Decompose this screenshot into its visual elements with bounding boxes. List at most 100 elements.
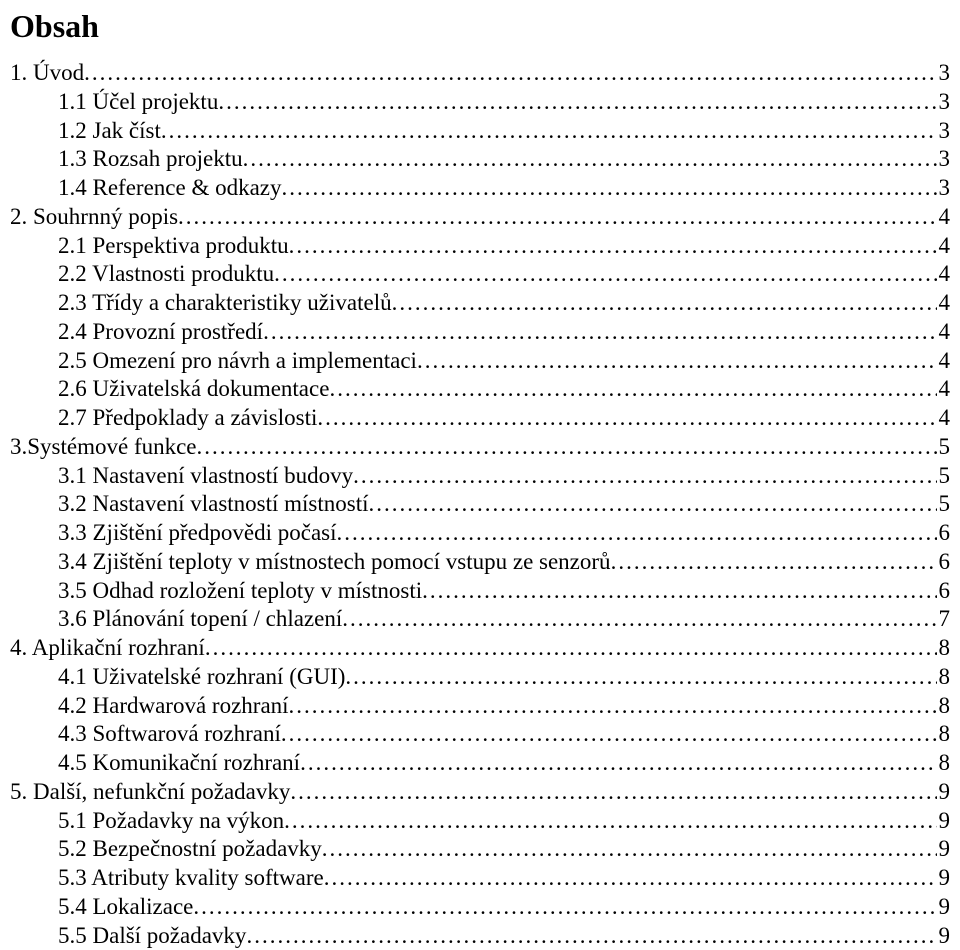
toc-entry: 2.2 Vlastnosti produktu 4: [10, 260, 950, 289]
toc-entry-label: 2.5 Omezení pro návrh a implementaci: [58, 347, 417, 376]
toc-leader-dots: [243, 145, 937, 174]
toc-entry: 2.1 Perspektiva produktu 4: [10, 232, 950, 261]
toc-entry: 5.1 Požadavky na výkon9: [10, 807, 950, 836]
toc-leader-dots: [263, 318, 936, 347]
toc-entry: 3.2 Nastavení vlastností místností5: [10, 490, 950, 519]
toc-entry-page: 3: [937, 88, 951, 117]
toc-leader-dots: [322, 835, 937, 864]
toc-entry-label: 2.4 Provozní prostředí: [58, 318, 263, 347]
toc-entry-label: 2.2 Vlastnosti produktu: [58, 260, 274, 289]
toc-entry-page: 3: [937, 174, 951, 203]
toc-entry-label: 5.5 Další požadavky: [58, 922, 246, 950]
toc-leader-dots: [611, 548, 937, 577]
toc-entry-label: 4.3 Softwarová rozhraní: [58, 720, 281, 749]
toc-entry-page: 9: [937, 893, 951, 922]
toc-entry-page: 4: [937, 375, 951, 404]
toc-entry-label: 3.Systémové funkce: [10, 433, 197, 462]
toc-leader-dots: [290, 778, 936, 807]
toc-entry-label: 3.1 Nastavení vlastností budovy: [58, 462, 353, 491]
toc-entry-page: 8: [937, 720, 951, 749]
toc-entry-page: 4: [937, 260, 951, 289]
toc-entry-page: 5: [937, 433, 951, 462]
toc-entry: 3.Systémové funkce 5: [10, 433, 950, 462]
toc-leader-dots: [369, 490, 937, 519]
toc-leader-dots: [417, 347, 937, 376]
toc-entry: 5. Další, nefunkční požadavky 9: [10, 778, 950, 807]
toc-entry-page: 4: [937, 404, 951, 433]
toc-entry-label: 1.1 Účel projektu: [58, 88, 218, 117]
toc-leader-dots: [353, 462, 936, 491]
toc-entry-page: 8: [937, 663, 951, 692]
toc-leader-dots: [161, 117, 937, 146]
toc-entry: 1.2 Jak číst3: [10, 117, 950, 146]
toc-entry-label: 4. Aplikační rozhraní: [10, 634, 205, 663]
toc-entry-label: 2.1 Perspektiva produktu: [58, 232, 289, 261]
toc-leader-dots: [329, 375, 936, 404]
toc-leader-dots: [342, 605, 936, 634]
toc-entry-page: 4: [937, 232, 951, 261]
toc-entry-page: 5: [937, 490, 951, 519]
table-of-contents: 1. Úvod31.1 Účel projektu31.2 Jak číst31…: [10, 59, 950, 950]
toc-entry: 5.4 Lokalizace 9: [10, 893, 950, 922]
toc-entry-page: 6: [937, 577, 951, 606]
toc-leader-dots: [289, 692, 937, 721]
toc-entry: 2.3 Třídy a charakteristiky uživatelů 4: [10, 289, 950, 318]
toc-leader-dots: [205, 634, 937, 663]
toc-entry-page: 7: [937, 605, 951, 634]
toc-entry: 4. Aplikační rozhraní8: [10, 634, 950, 663]
toc-leader-dots: [197, 433, 937, 462]
toc-entry-label: 3.5 Odhad rozložení teploty v místnosti: [58, 577, 422, 606]
toc-entry: 3.1 Nastavení vlastností budovy5: [10, 462, 950, 491]
toc-entry: 1.4 Reference & odkazy3: [10, 174, 950, 203]
toc-entry-label: 5.1 Požadavky na výkon: [58, 807, 284, 836]
toc-entry-page: 3: [937, 117, 951, 146]
toc-leader-dots: [300, 749, 936, 778]
toc-entry-label: 3.6 Plánování topení / chlazení: [58, 605, 342, 634]
page-title: Obsah: [10, 8, 950, 45]
toc-entry-page: 8: [937, 749, 951, 778]
toc-entry-page: 9: [937, 864, 951, 893]
toc-entry-label: 2.7 Předpoklady a závislosti: [58, 404, 317, 433]
document-page: Obsah 1. Úvod31.1 Účel projektu31.2 Jak …: [0, 0, 960, 950]
toc-entry: 4.5 Komunikační rozhraní 8: [10, 749, 950, 778]
toc-entry-label: 4.5 Komunikační rozhraní: [58, 749, 300, 778]
toc-leader-dots: [345, 663, 936, 692]
toc-leader-dots: [282, 174, 937, 203]
toc-entry: 2.4 Provozní prostředí 4: [10, 318, 950, 347]
toc-leader-dots: [284, 807, 936, 836]
toc-leader-dots: [274, 260, 936, 289]
toc-entry: 5.3 Atributy kvality software 9: [10, 864, 950, 893]
toc-entry: 4.2 Hardwarová rozhraní8: [10, 692, 950, 721]
toc-leader-dots: [422, 577, 936, 606]
toc-entry-label: 4.1 Uživatelské rozhraní (GUI): [58, 663, 345, 692]
toc-entry-label: 5.3 Atributy kvality software: [58, 864, 324, 893]
toc-entry-label: 5.4 Lokalizace: [58, 893, 193, 922]
toc-leader-dots: [193, 893, 936, 922]
toc-entry: 3.4 Zjištění teploty v místnostech pomoc…: [10, 548, 950, 577]
toc-entry-page: 4: [937, 318, 951, 347]
toc-leader-dots: [246, 922, 936, 950]
toc-entry-page: 4: [937, 289, 951, 318]
toc-entry-page: 4: [937, 347, 951, 376]
toc-entry-label: 2.3 Třídy a charakteristiky uživatelů: [58, 289, 392, 318]
toc-entry: 3.6 Plánování topení / chlazení 7: [10, 605, 950, 634]
toc-entry: 3.5 Odhad rozložení teploty v místnosti 6: [10, 577, 950, 606]
toc-entry-label: 5.2 Bezpečnostní požadavky: [58, 835, 322, 864]
toc-entry: 1.3 Rozsah projektu3: [10, 145, 950, 174]
toc-entry: 2.6 Uživatelská dokumentace4: [10, 375, 950, 404]
toc-entry-page: 9: [937, 922, 951, 950]
toc-leader-dots: [281, 720, 937, 749]
toc-leader-dots: [84, 59, 936, 88]
toc-entry-label: 5. Další, nefunkční požadavky: [10, 778, 290, 807]
toc-entry-page: 3: [937, 59, 951, 88]
toc-entry: 1. Úvod 3: [10, 59, 950, 88]
toc-entry-page: 4: [937, 203, 951, 232]
toc-entry-label: 1. Úvod: [10, 59, 84, 88]
toc-entry: 5.2 Bezpečnostní požadavky9: [10, 835, 950, 864]
toc-entry-page: 6: [937, 519, 951, 548]
toc-entry-label: 1.3 Rozsah projektu: [58, 145, 243, 174]
toc-entry-label: 3.3 Zjištění předpovědi počasí: [58, 519, 337, 548]
toc-entry: 2.5 Omezení pro návrh a implementaci 4: [10, 347, 950, 376]
toc-entry-page: 9: [937, 778, 951, 807]
toc-entry-page: 8: [937, 692, 951, 721]
